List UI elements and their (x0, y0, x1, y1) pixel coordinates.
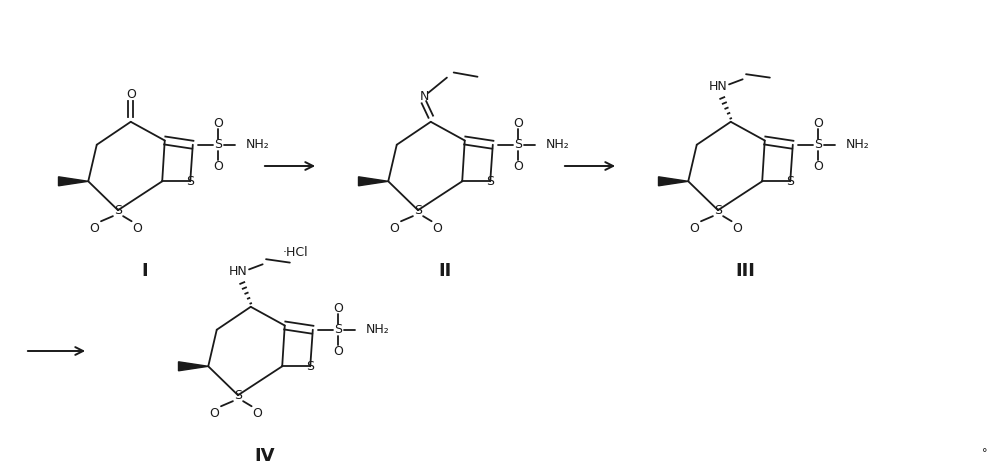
Text: S: S (334, 323, 342, 336)
Text: O: O (213, 117, 223, 130)
Text: O: O (813, 160, 823, 172)
Text: O: O (333, 302, 343, 315)
Text: S: S (234, 389, 242, 402)
Text: S: S (114, 204, 122, 217)
Text: O: O (732, 222, 742, 236)
Text: NH₂: NH₂ (366, 323, 389, 336)
Polygon shape (178, 362, 208, 371)
Text: O: O (213, 160, 223, 172)
Text: HN: HN (709, 81, 727, 94)
Text: HN: HN (229, 266, 247, 278)
Text: S: S (786, 175, 794, 188)
Text: O: O (389, 222, 399, 236)
Text: O: O (513, 160, 523, 172)
Text: O: O (689, 222, 699, 236)
Text: S: S (514, 138, 522, 151)
Text: NH₂: NH₂ (546, 138, 569, 151)
Polygon shape (658, 177, 688, 186)
Polygon shape (59, 177, 88, 186)
Text: ·HCl: ·HCl (283, 246, 309, 259)
Text: II: II (438, 262, 452, 280)
Polygon shape (358, 177, 388, 186)
Text: O: O (89, 222, 99, 236)
Text: S: S (814, 138, 822, 151)
Text: O: O (813, 117, 823, 130)
Text: S: S (214, 138, 222, 151)
Text: NH₂: NH₂ (246, 138, 269, 151)
Text: S: S (306, 360, 314, 373)
Text: NH₂: NH₂ (846, 138, 869, 151)
Text: S: S (714, 204, 722, 217)
Text: O: O (209, 408, 219, 420)
Text: O: O (333, 344, 343, 357)
Text: N: N (419, 90, 429, 103)
Text: °: ° (982, 448, 988, 458)
Text: O: O (126, 88, 136, 101)
Text: S: S (414, 204, 422, 217)
Text: I: I (142, 262, 148, 280)
Text: O: O (513, 117, 523, 130)
Text: O: O (132, 222, 142, 236)
Text: S: S (486, 175, 494, 188)
Text: O: O (432, 222, 442, 236)
Text: IV: IV (255, 447, 275, 461)
Text: III: III (735, 262, 755, 280)
Text: O: O (252, 408, 262, 420)
Text: S: S (186, 175, 194, 188)
